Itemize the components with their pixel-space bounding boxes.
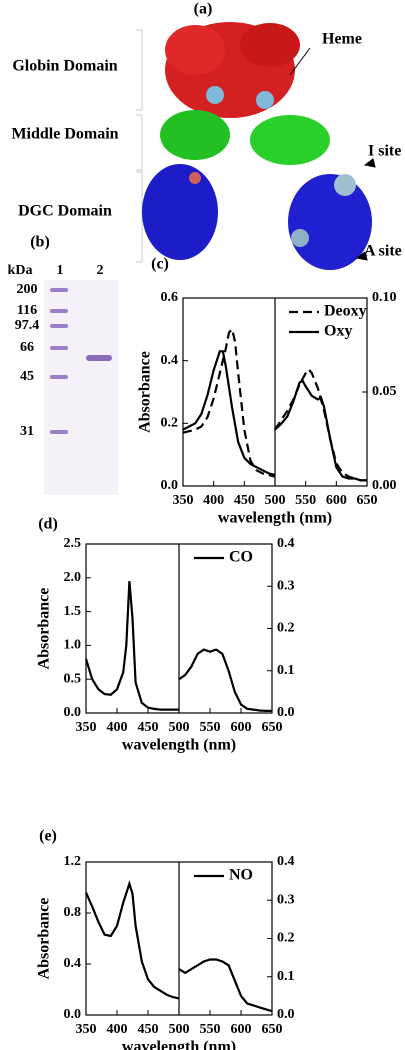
marker-label: 45 [20,369,34,384]
y-tick-label: 1.2 [64,854,82,869]
y2-tick-label: 0.00 [372,478,397,493]
y-tick-label: 1.0 [64,638,82,653]
y-tick-label: 0.0 [161,478,179,493]
y-tick-label: 0.5 [64,671,82,686]
gel [44,280,118,495]
marker-label: 97.4 [15,318,40,333]
x-tick-label: 500 [169,720,190,735]
x-tick-label: 550 [200,1022,221,1037]
panel-label: (d) [38,516,58,533]
y-tick-label: 0.0 [64,1007,82,1022]
data-line [84,880,180,1000]
data-line [274,379,367,482]
y-tick-label: 0.4 [161,353,179,368]
panel-label: (a) [194,1,213,18]
x-tick-label: 350 [76,1022,97,1037]
protein-structure [136,22,376,270]
x-tick-label: 400 [107,720,128,735]
gel-band [50,375,68,379]
gel-band [50,346,68,350]
panel-label: (b) [30,234,50,251]
y2-tick-label: 0.2 [277,931,295,946]
x-tick-label: 600 [326,493,347,508]
x-tick-label: 400 [203,493,224,508]
x-tick-label: 650 [262,720,283,735]
y2-tick-label: 0.2 [277,621,295,636]
y-tick-label: 2.5 [64,536,82,551]
y2-tick-label: 0.3 [277,578,295,593]
site-label: I site [368,143,401,160]
panel-label: (e) [39,828,57,845]
x-tick-label: 450 [138,1022,159,1037]
data-line [182,350,276,477]
x-tick-label: 600 [231,720,252,735]
x-tick-label: 550 [200,720,221,735]
y2-tick-label: 0.1 [277,969,295,984]
y2-tick-label: 0.10 [372,290,397,305]
x-tick-label: 500 [265,493,286,508]
data-line [178,648,272,712]
gel-band [50,430,68,434]
marker-label: 66 [20,340,34,355]
x-tick-label: 550 [295,493,316,508]
domain-label: Globin Domain [12,58,117,75]
marker-label: 31 [20,424,34,439]
y-tick-label: 0.0 [64,705,82,720]
y-tick-label: 0.8 [64,905,82,920]
gel-band [50,309,68,313]
x-tick-label: 350 [76,720,97,735]
x-axis-label: wavelength (nm) [122,1039,236,1050]
y-axis-label: Absorbance [36,588,53,670]
y2-tick-label: 0.1 [277,663,295,678]
x-tick-label: 350 [173,493,194,508]
x-axis-label: wavelength (nm) [218,510,332,527]
data-line [274,367,367,482]
x-tick-label: 650 [357,493,378,508]
y2-tick-label: 0.4 [277,536,295,551]
x-tick-label: 500 [169,1022,190,1037]
site-label: Heme [322,31,362,48]
gel-band [86,355,112,361]
domain-label: Middle Domain [11,126,118,143]
y-axis-label: Absorbance [137,351,154,433]
legend-label: NO [229,867,253,884]
marker-label: 116 [17,303,37,318]
lane-label: 1 [57,263,64,278]
gel-band [50,288,68,292]
y2-tick-label: 0.05 [372,384,397,399]
y2-tick-label: 0.0 [277,705,295,720]
y-tick-label: 0.6 [161,290,179,305]
x-tick-label: 450 [138,720,159,735]
y-axis-label: Absorbance [36,898,53,980]
site-label: A site [364,243,402,260]
x-axis-label: wavelength (nm) [122,737,236,754]
lane-label: 2 [97,263,104,278]
legend-label: Oxy [324,323,352,340]
legend-label: CO [229,549,253,566]
panel-label: (c) [151,256,169,273]
data-line [84,581,179,711]
legend-label: Deoxy [324,303,367,320]
y-tick-label: 0.4 [64,956,82,971]
y-tick-label: 0.2 [161,416,179,431]
y2-tick-label: 0.4 [277,854,295,869]
gel-band [50,324,68,328]
x-tick-label: 600 [231,1022,252,1037]
data-line [178,958,273,1013]
y-tick-label: 2.0 [64,570,82,585]
domain-label: DGC Domain [18,203,112,220]
x-tick-label: 650 [262,1022,283,1037]
x-tick-label: 400 [107,1022,128,1037]
marker-label: 200 [17,282,38,297]
y2-tick-label: 0.0 [277,1007,295,1022]
y2-tick-label: 0.3 [277,892,295,907]
data-line [182,327,276,478]
x-tick-label: 450 [234,493,255,508]
y-tick-label: 1.5 [64,604,82,619]
gel-unit: kDa [8,263,33,278]
